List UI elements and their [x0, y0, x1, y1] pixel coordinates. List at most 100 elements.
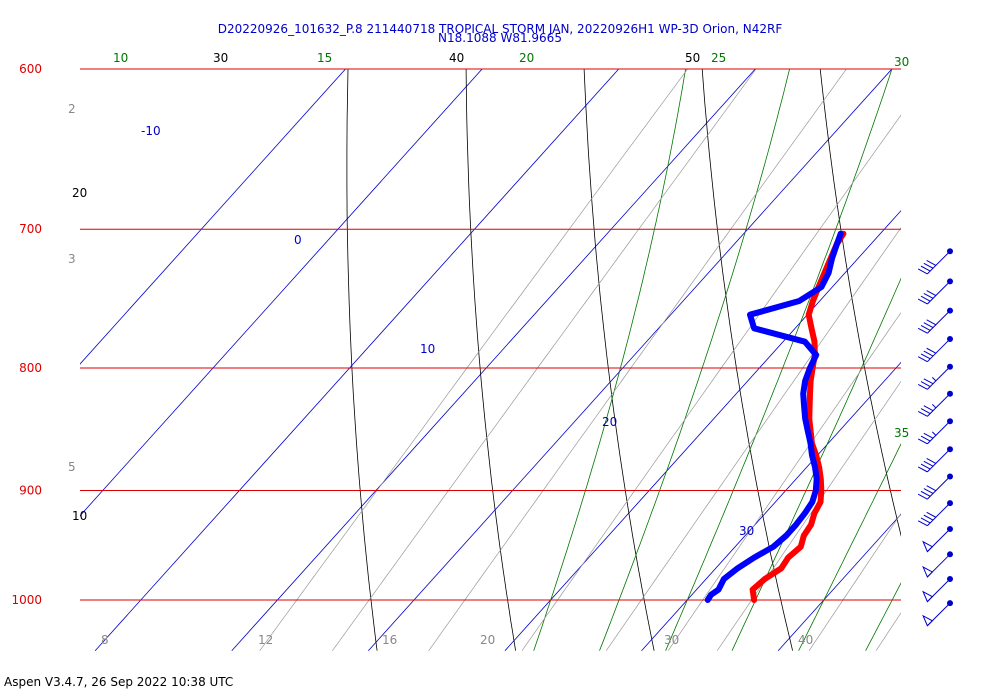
- temperature-trace: [749, 230, 847, 603]
- wind-barb: [917, 336, 953, 363]
- wind-barb: [917, 248, 953, 275]
- wind-barb-pennant: [922, 540, 934, 553]
- wind-barb-staff: [927, 310, 951, 334]
- wind-barb-feather: [923, 460, 934, 467]
- isotherm-label: 20: [602, 415, 617, 429]
- mixing-ratio-line: [875, 612, 901, 651]
- wind-barb: [922, 526, 953, 553]
- moist-adiabat-line: [665, 69, 893, 651]
- wind-barb-feather: [920, 408, 931, 414]
- wind-barb-staff: [927, 281, 951, 305]
- wind-barb-staff: [927, 476, 951, 500]
- wind-barb-staff: [927, 338, 951, 363]
- wind-barb-half-feather: [931, 376, 937, 382]
- moist-adiabat-line: [533, 69, 687, 651]
- wind-barb-feather: [923, 350, 934, 357]
- footer-version-timestamp: Aspen V3.4.7, 26 Sep 2022 10:38 UTC: [4, 675, 234, 689]
- mixing-ratio-line: [428, 69, 847, 651]
- wind-barb-feather: [917, 298, 928, 305]
- wind-barb: [917, 363, 953, 390]
- wind-barb-feather: [926, 511, 937, 518]
- isotherm-label: 30: [739, 524, 754, 538]
- wind-barb-feather: [920, 353, 931, 360]
- wind-barb-feather: [917, 438, 928, 445]
- mixing-ratio-line: [521, 114, 901, 651]
- wind-barb-feather: [926, 347, 937, 354]
- wind-barb: [922, 600, 953, 627]
- wind-barb-feather: [917, 520, 928, 527]
- wind-barb-feather: [920, 265, 931, 272]
- isobar-label: 600: [19, 62, 42, 76]
- wind-barb-feather: [923, 488, 934, 494]
- wind-barb-feather: [926, 260, 937, 266]
- wind-barb-feather: [920, 325, 931, 331]
- isotherm-label: 0: [294, 233, 302, 247]
- wind-barb-feather: [920, 381, 931, 387]
- isotherm-label: 10: [420, 342, 435, 356]
- wind-barb-feather: [923, 432, 934, 439]
- wind-barb-staff: [927, 502, 951, 527]
- mixing-ratio-line: [332, 69, 757, 651]
- moist-adiabat-label: 10: [113, 51, 128, 65]
- dry-adiabat-line: [701, 69, 793, 651]
- wind-barb-feather: [920, 295, 931, 302]
- wind-barb: [922, 575, 953, 603]
- wind-barb-feather: [917, 356, 928, 363]
- mixing-ratio-label: 30: [664, 633, 679, 647]
- wind-barb: [917, 500, 953, 527]
- dry-adiabat-label: 20: [72, 186, 87, 200]
- isobar-label: 900: [19, 483, 42, 497]
- wind-barb-half-feather: [931, 431, 937, 436]
- wind-barb-feather: [920, 490, 931, 497]
- dry-adiabat-line: [819, 69, 901, 537]
- wind-barb-feather: [917, 383, 928, 390]
- wind-barb-feather: [923, 322, 934, 329]
- mixing-ratio-label: 2: [68, 102, 76, 116]
- wind-barb-feather: [920, 463, 931, 470]
- wind-barb-half-feather: [931, 403, 937, 409]
- chart-title: D20220926_101632_P.8 211440718 TROPICAL …: [217, 22, 783, 36]
- isotherm-line: [641, 361, 901, 651]
- moist-adiabat-label: 25: [711, 51, 726, 65]
- dry-adiabat-line: [465, 69, 516, 651]
- dry-adiabat-label: 30: [213, 51, 228, 65]
- isobar-label: 700: [19, 222, 42, 236]
- wind-barb-feather: [917, 268, 928, 275]
- mixing-ratio-line: [667, 312, 901, 651]
- wind-barb-staff: [927, 393, 951, 417]
- wind-barbs: [917, 248, 953, 627]
- moist-adiabat-label: 20: [519, 51, 534, 65]
- sounding-traces: [704, 230, 847, 603]
- mixing-ratio-label: 20: [480, 633, 495, 647]
- mixing-ratio-line: [605, 227, 901, 651]
- wind-barb-pennant: [922, 590, 934, 603]
- mixing-ratio-label: 16: [382, 633, 397, 647]
- wind-barb: [917, 307, 953, 334]
- wind-barb: [917, 446, 953, 473]
- wind-barb-feather: [923, 292, 934, 299]
- wind-barb-feather: [923, 405, 934, 412]
- wind-barb-feather: [923, 262, 934, 269]
- mixing-ratio-line: [716, 380, 901, 651]
- isobar-label: 1000: [11, 593, 42, 607]
- wind-barb-staff: [927, 420, 951, 445]
- wind-barb: [917, 390, 953, 417]
- wind-barb-feather: [917, 410, 928, 417]
- axis-labels: -10 0 10 20 30 30 40 50 20 10 10 15 20 2…: [68, 51, 909, 647]
- dry-adiabat-label: 40: [449, 51, 464, 65]
- mixing-ratio-line: [259, 69, 689, 651]
- mixing-ratio-label: 5: [68, 460, 76, 474]
- wind-barb-feather: [923, 514, 934, 521]
- wind-barb-pennant: [922, 614, 934, 627]
- dry-adiabat-line: [929, 0, 1000, 651]
- wind-barb-feather: [926, 485, 937, 492]
- moist-adiabat-label: 15: [317, 51, 332, 65]
- mixing-ratio-line: [808, 512, 901, 651]
- moist-adiabat-line: [798, 443, 901, 651]
- moist-adiabat-line: [865, 582, 901, 651]
- wind-barb-feather: [920, 517, 931, 524]
- dry-adiabat-label: 10: [72, 509, 87, 523]
- isobars: 600 700 800 900 1000: [11, 62, 901, 607]
- dry-adiabat-line: [583, 69, 655, 651]
